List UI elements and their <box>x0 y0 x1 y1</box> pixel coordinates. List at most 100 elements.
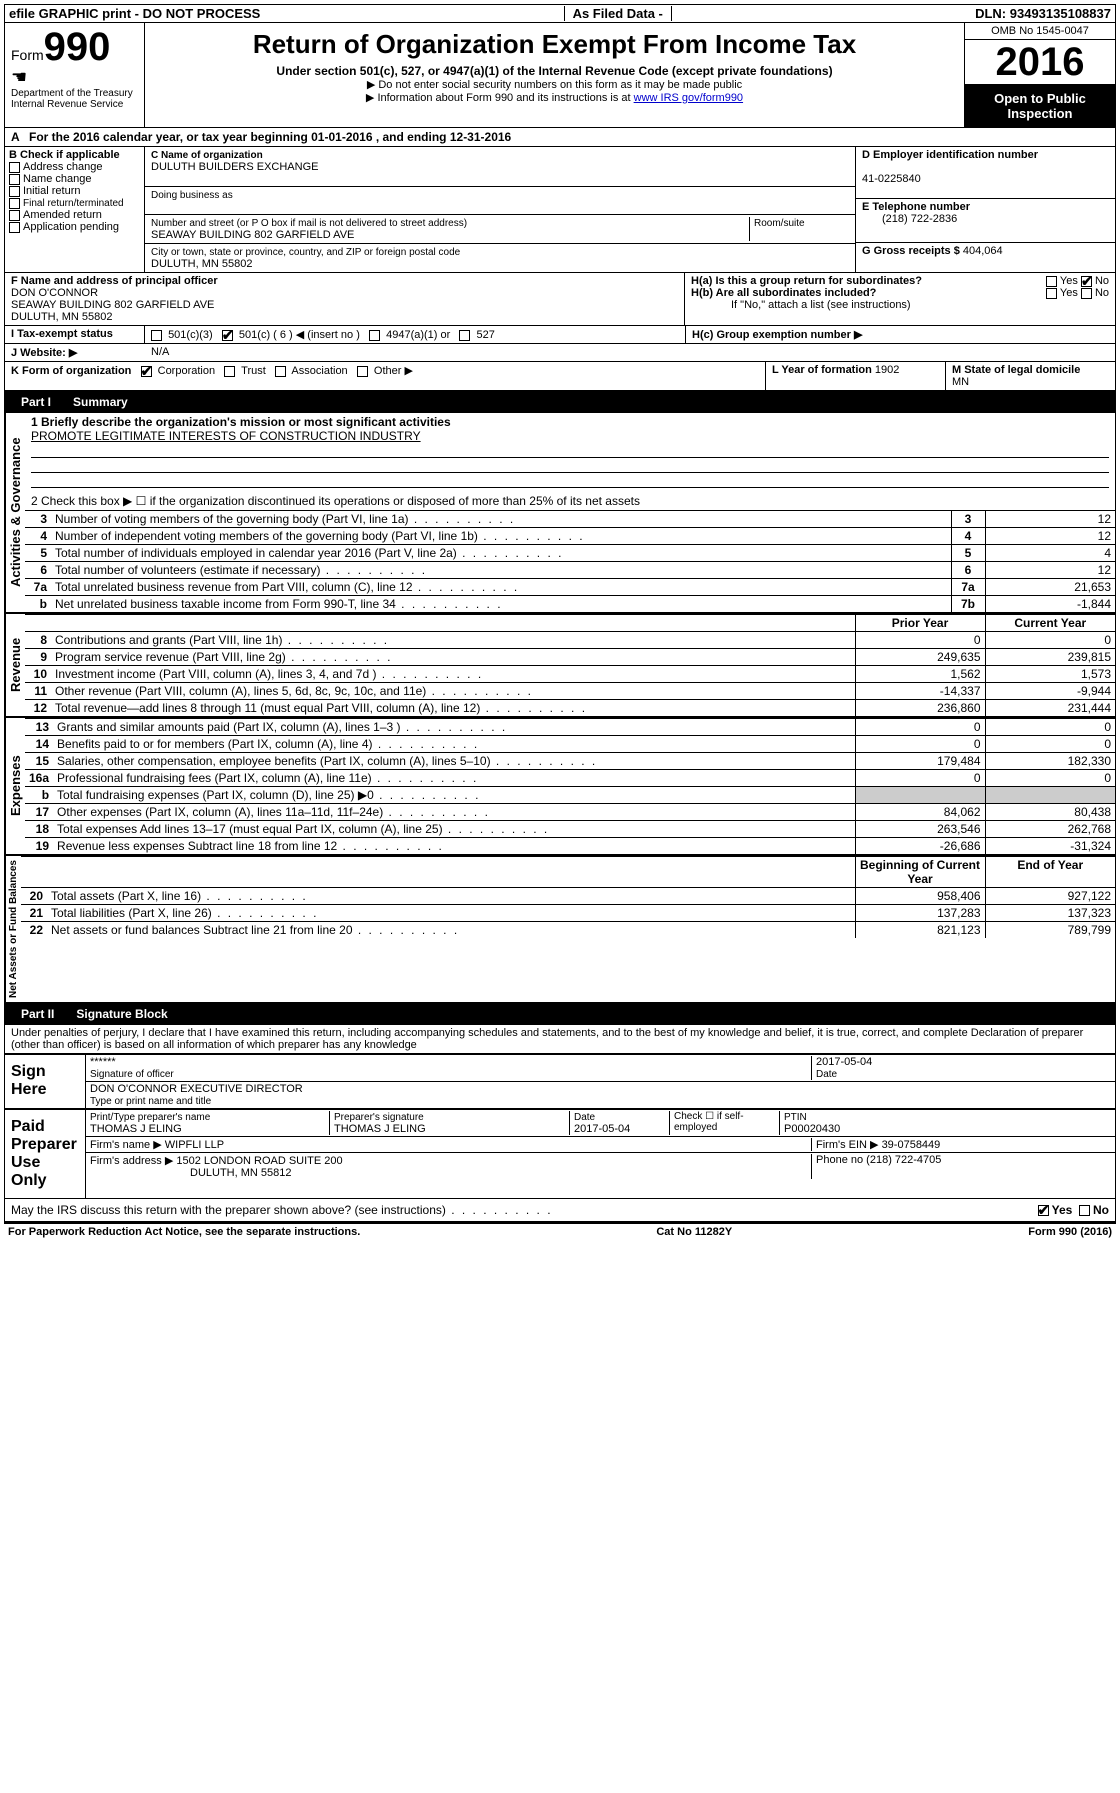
col-d: D Employer identification number 41-0225… <box>855 147 1115 272</box>
room-label: Room/suite <box>754 218 805 229</box>
row-k: K Form of organization Corporation Trust… <box>5 361 1115 390</box>
side-net: Net Assets or Fund Balances <box>5 856 21 1002</box>
ptin-val: P00020430 <box>784 1123 840 1135</box>
hb-yes[interactable] <box>1046 288 1057 299</box>
f-label: F Name and address of principal officer <box>11 275 218 287</box>
i-4947[interactable] <box>369 330 380 341</box>
i-501c3[interactable] <box>151 330 162 341</box>
open-to-public: Open to Public Inspection <box>965 85 1115 127</box>
perjury-text: Under penalties of perjury, I declare th… <box>5 1025 1115 1053</box>
ha-no[interactable] <box>1081 276 1092 287</box>
table-row: 19Revenue less expenses Subtract line 18… <box>25 838 1115 855</box>
m-label: M State of legal domicile <box>952 364 1080 376</box>
line2: 2 Check this box ▶ ☐ if the organization… <box>25 492 1115 510</box>
cb-amended[interactable] <box>9 210 20 221</box>
b-item-2: Initial return <box>23 185 80 197</box>
sig-stars: ****** <box>90 1056 116 1068</box>
table-row: 12Total revenue—add lines 8 through 11 (… <box>25 700 1115 717</box>
year-cell: OMB No 1545-0047 2016 Open to Public Ins… <box>965 23 1115 127</box>
i-opt4: 527 <box>477 329 495 341</box>
b-item-3: Final return/terminated <box>23 198 124 209</box>
section-revenue: Revenue Prior YearCurrent Year8Contribut… <box>5 612 1115 716</box>
section-b-c-d: B Check if applicable Address change Nam… <box>5 146 1115 272</box>
table-row: 5Total number of individuals employed in… <box>25 545 1115 562</box>
net-table: Beginning of Current YearEnd of Year20To… <box>21 856 1115 938</box>
b-item-0: Address change <box>23 161 103 173</box>
gov-table: 3Number of voting members of the governi… <box>25 510 1115 612</box>
j-label: J Website: ▶ <box>11 347 77 359</box>
k-assoc[interactable] <box>275 366 286 377</box>
firm-addr-label: Firm's address ▶ <box>90 1155 173 1167</box>
row-a-text: For the 2016 calendar year, or tax year … <box>29 130 511 144</box>
dept-1: Department of the Treasury <box>11 88 138 99</box>
prep-name-label: Print/Type preparer's name <box>90 1112 210 1123</box>
discuss-yes-cb[interactable] <box>1038 1205 1049 1216</box>
firm-phone-label: Phone no <box>816 1154 863 1166</box>
i-opt2: 501(c) ( 6 ) ◀ (insert no ) <box>239 329 360 341</box>
cb-final-return[interactable] <box>9 198 20 209</box>
rev-table: Prior YearCurrent Year8Contributions and… <box>25 614 1115 716</box>
i-opt1: 501(c)(3) <box>168 329 213 341</box>
table-row: Prior YearCurrent Year <box>25 615 1115 632</box>
pdate-label: Date <box>574 1112 595 1123</box>
paid-label: Paid Preparer Use Only <box>5 1110 85 1198</box>
phone-value: (218) 722-2836 <box>862 213 957 225</box>
l-label: L Year of formation <box>772 364 872 376</box>
omb-no: OMB No 1545-0047 <box>965 23 1115 40</box>
k-corp[interactable] <box>141 366 152 377</box>
footer-right: Form 990 (2016) <box>1028 1226 1112 1238</box>
k-other[interactable] <box>357 366 368 377</box>
firm-name: WIPFLI LLP <box>165 1139 224 1151</box>
table-row: 4Number of independent voting members of… <box>25 528 1115 545</box>
footer-mid: Cat No 11282Y <box>656 1226 732 1238</box>
i-527[interactable] <box>459 330 470 341</box>
check-self: Check ☐ if self-employed <box>670 1111 780 1135</box>
ha-yes[interactable] <box>1046 276 1057 287</box>
cb-name-change[interactable] <box>9 174 20 185</box>
form-990: Form990 ☚ Department of the Treasury Int… <box>4 23 1116 1222</box>
row-a-label: A <box>11 130 20 144</box>
footer: For Paperwork Reduction Act Notice, see … <box>4 1222 1116 1240</box>
officer-print-name: DON O'CONNOR EXECUTIVE DIRECTOR <box>90 1083 303 1095</box>
irs-link[interactable]: www IRS gov/form990 <box>634 92 743 104</box>
discuss-no-cb[interactable] <box>1079 1205 1090 1216</box>
cb-address-change[interactable] <box>9 162 20 173</box>
firm-city: DULUTH, MN 55812 <box>90 1167 291 1179</box>
i-501c[interactable] <box>222 330 233 341</box>
street-value: SEAWAY BUILDING 802 GARFIELD AVE <box>151 229 354 241</box>
topbar: efile GRAPHIC print - DO NOT PROCESS As … <box>4 4 1116 23</box>
b-heading: B Check if applicable <box>9 149 120 161</box>
cb-app-pending[interactable] <box>9 222 20 233</box>
table-row: 11Other revenue (Part VIII, column (A), … <box>25 683 1115 700</box>
table-row: Beginning of Current YearEnd of Year <box>21 857 1115 888</box>
table-row: 21Total liabilities (Part X, line 26)137… <box>21 905 1115 922</box>
table-row: 15Salaries, other compensation, employee… <box>25 753 1115 770</box>
ha-label: H(a) Is this a group return for subordin… <box>691 275 922 287</box>
tax-year: 2016 <box>965 40 1115 85</box>
hint-2: ▶ Information about Form 990 and its ins… <box>153 91 956 104</box>
phone-label: E Telephone number <box>862 201 970 213</box>
sig-officer-label: Signature of officer <box>90 1069 174 1080</box>
table-row: 16aProfessional fundraising fees (Part I… <box>25 770 1115 787</box>
footer-left: For Paperwork Reduction Act Notice, see … <box>8 1226 360 1238</box>
prep-name: THOMAS J ELING <box>90 1123 182 1135</box>
k-trust[interactable] <box>224 366 235 377</box>
section-governance: Activities & Governance 1 Briefly descri… <box>5 413 1115 612</box>
table-row: 13Grants and similar amounts paid (Part … <box>25 719 1115 736</box>
form-number: 990 <box>44 25 111 69</box>
hb-no[interactable] <box>1081 288 1092 299</box>
title-cell: Return of Organization Exempt From Incom… <box>145 23 965 127</box>
cb-initial-return[interactable] <box>9 186 20 197</box>
prep-date: 2017-05-04 <box>574 1123 630 1135</box>
k-opt1: Trust <box>241 365 266 377</box>
hb-note: If "No," attach a list (see instructions… <box>691 299 1109 311</box>
officer-street: SEAWAY BUILDING 802 GARFIELD AVE <box>11 299 214 311</box>
table-row: 7aTotal unrelated business revenue from … <box>25 579 1115 596</box>
ein-label: D Employer identification number <box>862 149 1038 161</box>
prep-sig-label: Preparer's signature <box>334 1112 424 1123</box>
topbar-right: DLN: 93493135108837 <box>975 6 1111 21</box>
c-name-label: C Name of organization <box>151 150 263 161</box>
dba-label: Doing business as <box>151 190 233 201</box>
table-row: bNet unrelated business taxable income f… <box>25 596 1115 613</box>
row-j: J Website: ▶ N/A <box>5 343 1115 361</box>
